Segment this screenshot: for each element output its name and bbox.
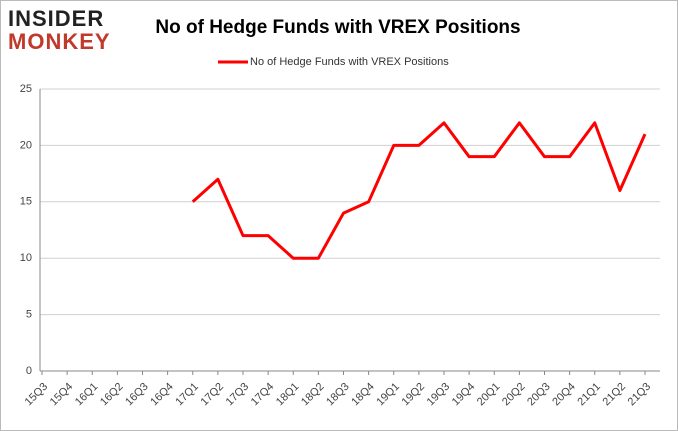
logo-top: INSIDER <box>8 6 104 31</box>
y-tick-label: 20 <box>20 139 32 151</box>
logo-bottom: MONKEY <box>8 29 111 54</box>
y-tick-label: 5 <box>26 309 32 321</box>
y-tick-label: 0 <box>26 365 32 377</box>
data-line <box>191 121 647 260</box>
y-tick-label: 10 <box>20 252 32 264</box>
legend-label: No of Hedge Funds with VREX Positions <box>250 56 449 68</box>
y-tick-label: 25 <box>20 83 32 95</box>
y-tick-label: 15 <box>20 196 32 208</box>
chart-title: No of Hedge Funds with VREX Positions <box>155 17 520 38</box>
